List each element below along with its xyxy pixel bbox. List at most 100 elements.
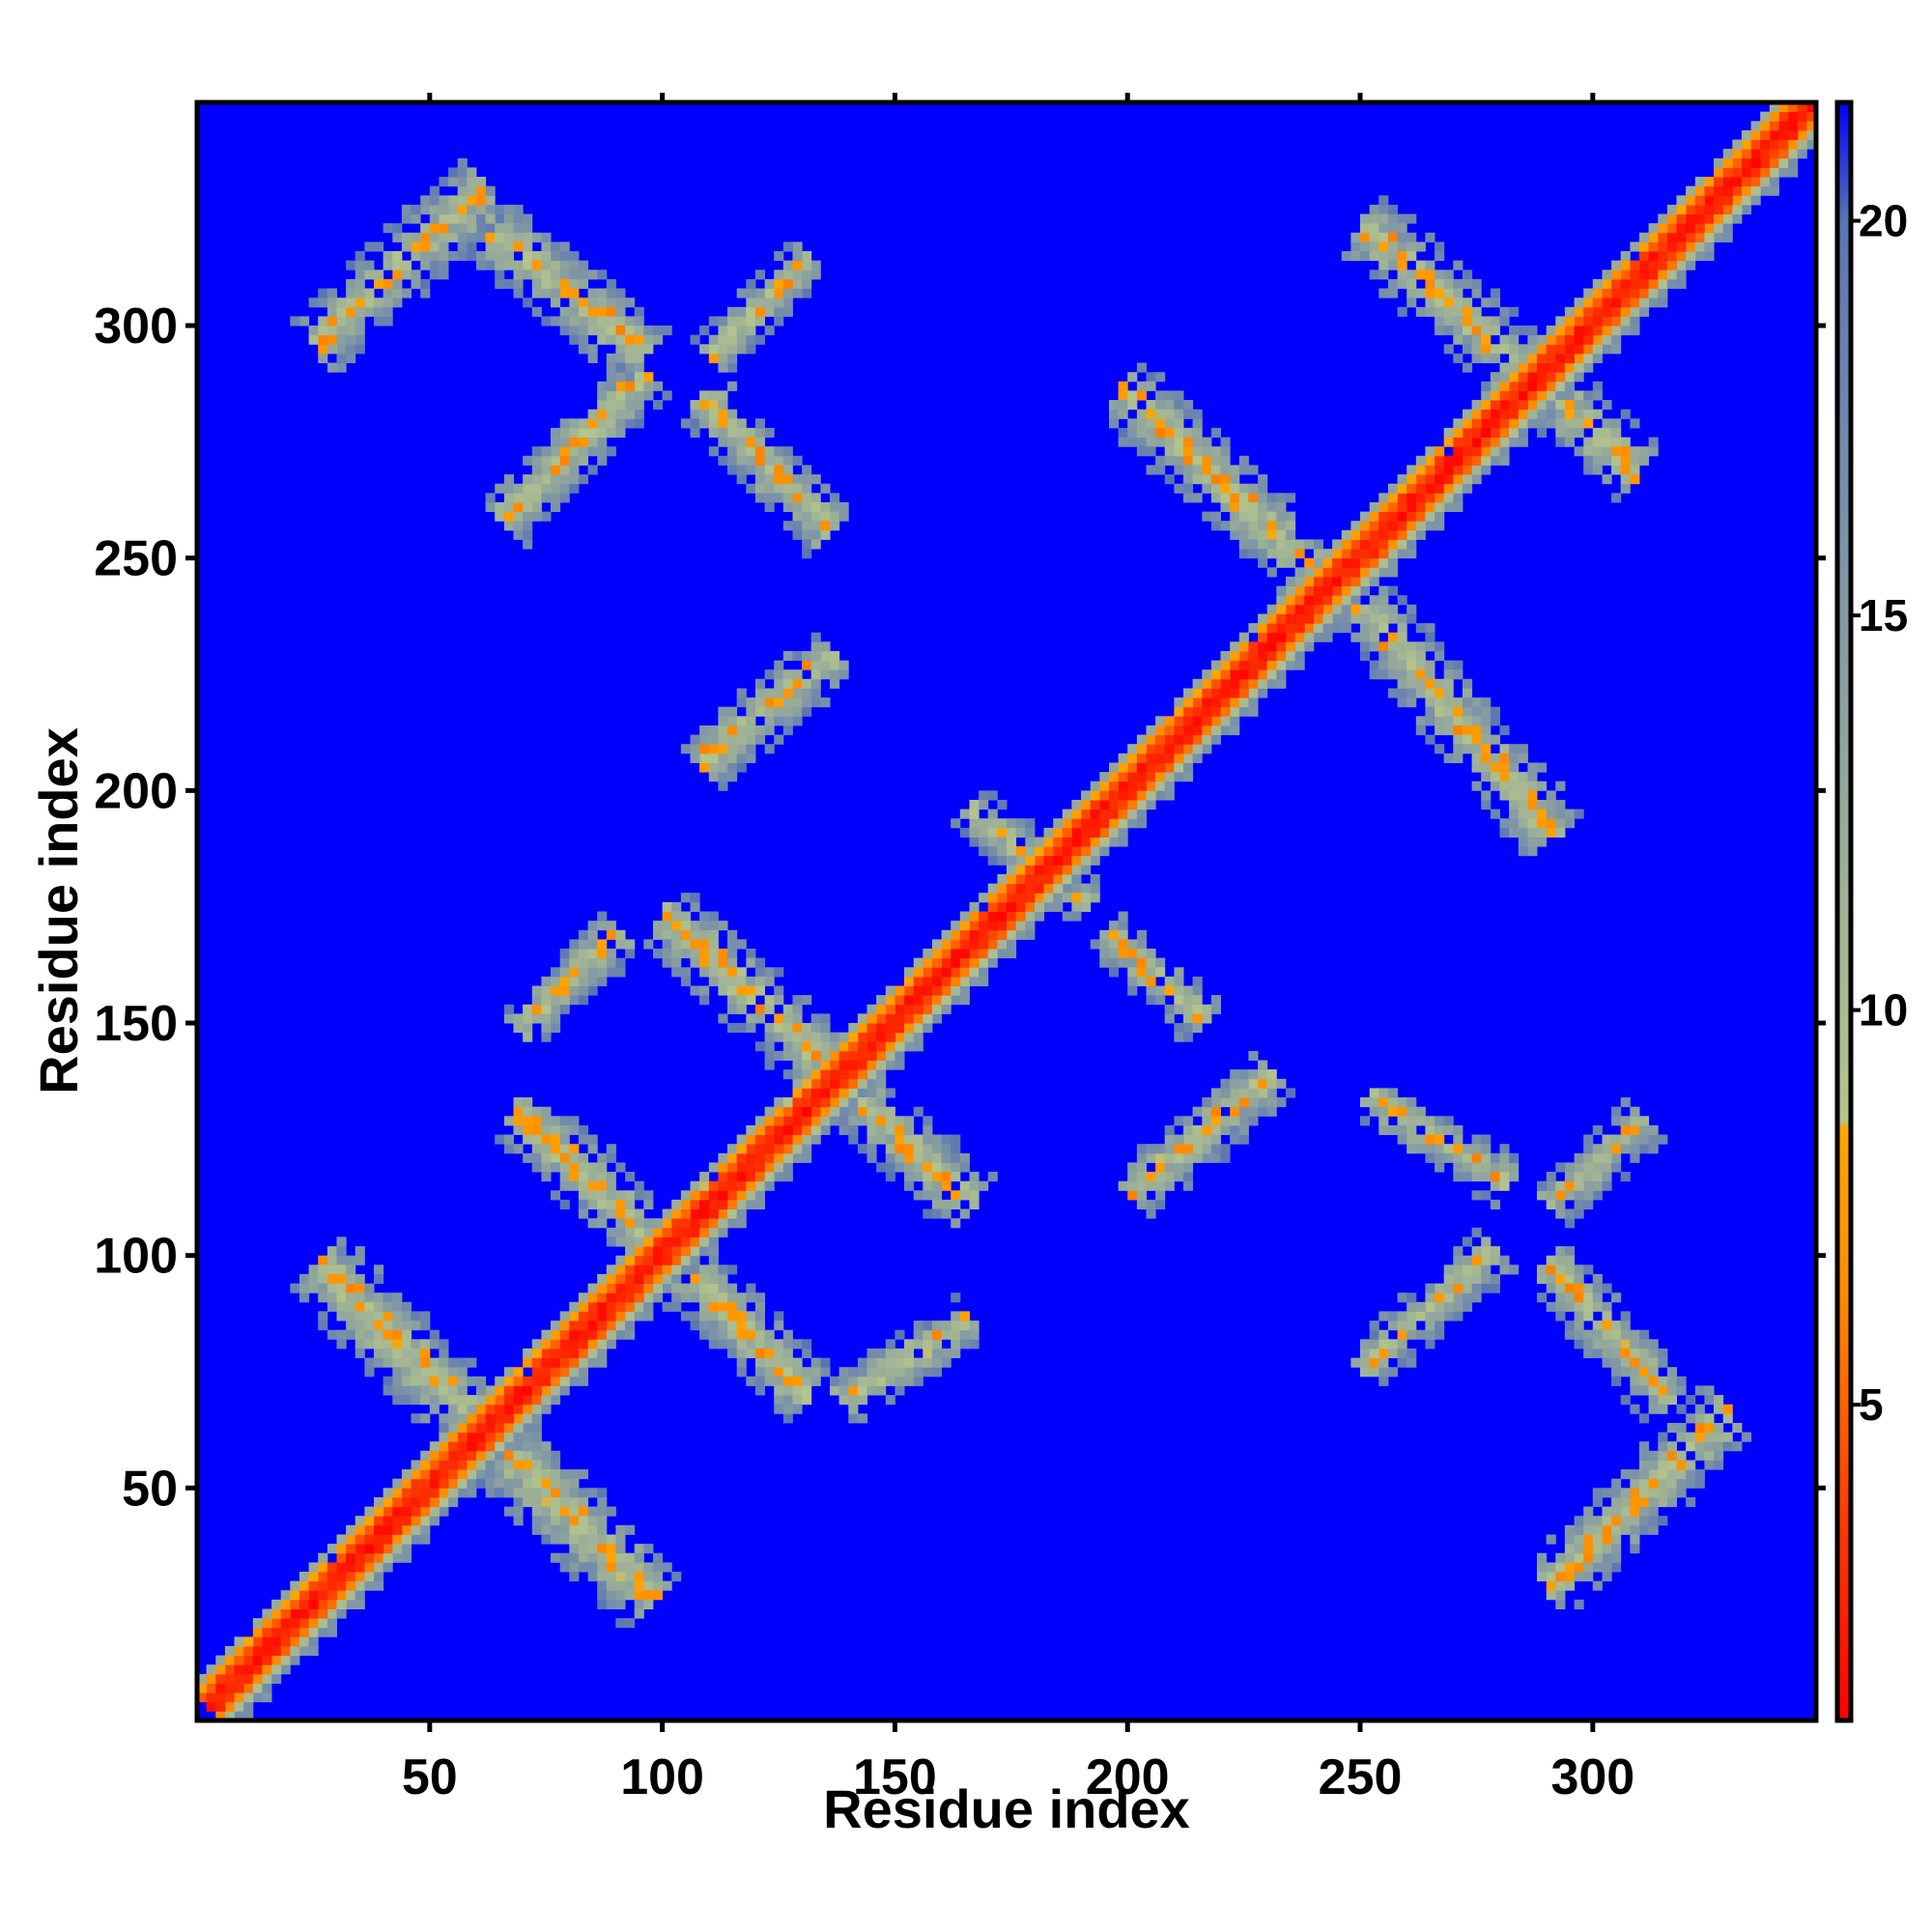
heatmap-cell xyxy=(392,1339,403,1350)
heatmap-cell xyxy=(1146,957,1156,968)
heatmap-cell xyxy=(1714,204,1724,214)
heatmap-cell xyxy=(848,1367,859,1378)
heatmap-cell xyxy=(243,1692,254,1703)
heatmap-cell xyxy=(941,957,952,968)
heatmap-cell xyxy=(1630,1339,1640,1350)
heatmap-cell xyxy=(1666,1488,1677,1498)
heatmap-cell xyxy=(1546,334,1556,345)
heatmap-cell xyxy=(1463,465,1473,475)
heatmap-cell xyxy=(411,242,421,252)
heatmap-cell xyxy=(1155,465,1166,475)
heatmap-cell xyxy=(327,1544,337,1554)
heatmap-cell xyxy=(551,1478,561,1489)
heatmap-cell xyxy=(1518,418,1528,429)
heatmap-cell xyxy=(1286,539,1296,550)
heatmap-cell xyxy=(1453,725,1463,736)
heatmap-cell xyxy=(513,1106,524,1117)
heatmap-cell xyxy=(1341,251,1351,262)
heatmap-cell xyxy=(1583,1311,1594,1321)
heatmap-cell xyxy=(782,521,793,531)
heatmap-cell xyxy=(299,1293,310,1303)
heatmap-cell xyxy=(364,298,375,308)
heatmap-cell xyxy=(931,1348,942,1358)
heatmap-cell xyxy=(551,1376,561,1386)
heatmap-cell xyxy=(979,837,989,847)
heatmap-cell xyxy=(476,1395,487,1406)
heatmap-cell xyxy=(476,1423,487,1434)
heatmap-cell xyxy=(1732,139,1743,150)
heatmap-cell xyxy=(1294,539,1305,550)
heatmap-cell xyxy=(1722,1413,1733,1424)
heatmap-cell xyxy=(439,213,449,224)
heatmap-cell xyxy=(1174,418,1184,429)
heatmap-cell xyxy=(774,1152,784,1163)
heatmap-cell xyxy=(1611,298,1622,308)
heatmap-cell xyxy=(997,883,1008,894)
heatmap-cell xyxy=(727,362,738,373)
heatmap-cell xyxy=(1238,1088,1249,1098)
heatmap-cell xyxy=(1425,1339,1435,1350)
heatmap-cell xyxy=(680,921,691,931)
heatmap-cell xyxy=(420,204,431,214)
heatmap-cell xyxy=(1258,521,1268,531)
heatmap-cell xyxy=(1202,1004,1212,1014)
heatmap-cell xyxy=(754,1172,765,1182)
heatmap-cell xyxy=(280,1664,291,1675)
heatmap-cell xyxy=(346,1590,356,1601)
heatmap-cell xyxy=(1210,706,1221,717)
heatmap-cell xyxy=(1043,901,1054,912)
heatmap-cell xyxy=(1313,557,1323,568)
heatmap-cell xyxy=(1555,1190,1566,1201)
heatmap-cell xyxy=(1518,818,1528,829)
heatmap-cell xyxy=(643,334,654,345)
heatmap-cell xyxy=(523,1395,533,1406)
heatmap-cell xyxy=(1360,623,1371,634)
heatmap-cell xyxy=(308,326,319,336)
heatmap-cell xyxy=(1071,800,1082,810)
heatmap-cell xyxy=(1174,427,1184,438)
heatmap-cell xyxy=(764,1180,775,1191)
heatmap-cell xyxy=(987,846,998,857)
heatmap-cell xyxy=(1406,251,1417,262)
heatmap-cell xyxy=(234,1673,244,1684)
heatmap-cell xyxy=(718,781,728,791)
heatmap-cell xyxy=(634,1608,644,1619)
heatmap-cell xyxy=(1164,409,1175,419)
heatmap-cell xyxy=(551,455,561,466)
heatmap-cell xyxy=(318,1627,328,1637)
heatmap-cell xyxy=(1406,465,1417,475)
heatmap-cell xyxy=(1537,427,1548,438)
heatmap-cell xyxy=(810,1124,821,1135)
heatmap-cell xyxy=(1686,251,1696,262)
heatmap-cell xyxy=(1415,521,1426,531)
heatmap-cell xyxy=(941,995,952,1006)
heatmap-cell xyxy=(987,929,998,940)
heatmap-cell xyxy=(541,1339,552,1350)
heatmap-cell xyxy=(746,316,756,327)
heatmap-cell xyxy=(318,1562,328,1573)
heatmap-cell xyxy=(569,1497,580,1508)
heatmap-cell xyxy=(587,939,598,950)
heatmap-cell xyxy=(810,1134,821,1145)
heatmap-cell xyxy=(1518,781,1528,791)
heatmap-cell xyxy=(1499,372,1510,383)
heatmap-cell xyxy=(1369,521,1379,531)
heatmap-cell xyxy=(904,1162,915,1173)
heatmap-cell xyxy=(1443,278,1454,289)
heatmap-cell xyxy=(420,232,431,242)
heatmap-cell xyxy=(895,1144,905,1154)
heatmap-cell xyxy=(653,1293,664,1303)
heatmap-cell xyxy=(318,1264,328,1275)
heatmap-cell xyxy=(280,1618,291,1629)
heatmap-cell xyxy=(541,1376,552,1386)
heatmap-cell xyxy=(690,939,700,950)
heatmap-cell xyxy=(1136,381,1147,391)
heatmap-cell xyxy=(1639,288,1650,298)
heatmap-cell xyxy=(1415,1329,1426,1340)
heatmap-cell xyxy=(718,957,728,968)
heatmap-cell xyxy=(1238,1097,1249,1108)
heatmap-cell xyxy=(559,1348,570,1358)
heatmap-cell xyxy=(1183,753,1194,763)
heatmap-cell xyxy=(1509,744,1520,754)
heatmap-cell xyxy=(876,1032,887,1042)
